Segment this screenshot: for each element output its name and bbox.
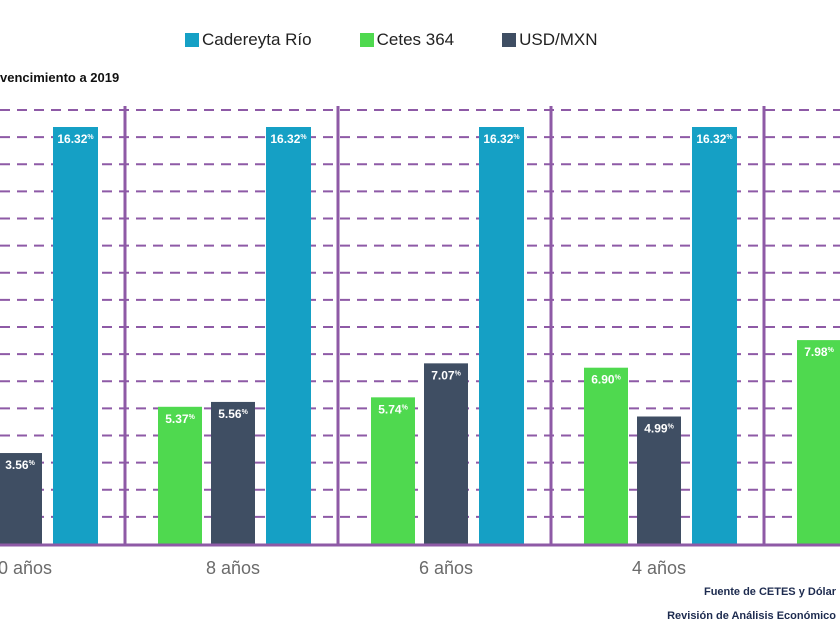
data-label: 16.32% [57,132,94,146]
data-label: 4.99% [644,421,674,435]
data-label: 5.37% [165,412,195,426]
x-tick-label: 4 años [632,558,686,578]
x-tick-label: 6 años [419,558,473,578]
data-label: 16.32% [696,132,733,146]
footer-source: Fuente de CETES y Dólar [703,586,836,598]
data-label: 7.07% [431,368,461,382]
bar-cetes-364 [371,397,415,544]
bar-cetes-364 [158,406,202,544]
bar-cetes-364 [584,367,628,544]
legend-swatch [502,33,517,47]
x-tick-label: 8 años [206,558,260,578]
data-label: 16.32% [270,132,307,146]
footer-credit: Revisión de Análisis Económico [667,610,836,622]
data-label: 5.56% [218,407,248,421]
bar-cadereyta-r-o [266,127,311,544]
x-tick-label: 10 años [0,558,52,578]
legend-label: Cetes 364 [376,30,455,49]
data-label: 7.98% [804,345,834,359]
legend-swatch [185,33,199,47]
bar-usd-mxn [0,453,42,544]
data-label: 16.32% [483,132,520,146]
bar-cetes-364 [797,340,840,544]
bar-usd-mxn [211,401,255,544]
legend-label: USD/MXN [519,30,598,49]
legend-label: Cadereyta Río [202,30,312,49]
legend-item-cetes: Cetes 364 [359,30,455,50]
legend: Cadereyta Río Cetes 364 USD/MXN [185,30,598,50]
legend-swatch [359,33,374,47]
legend-item-usdmxn: USD/MXN [502,30,598,50]
data-label: 5.74% [378,402,408,416]
data-label: 3.56% [5,458,35,472]
bar-usd-mxn [637,416,681,544]
bar-usd-mxn [424,363,468,544]
legend-item-cadereyta: Cadereyta Río [185,30,312,50]
bar-cadereyta-r-o [479,127,524,544]
chart-subtitle: vencimiento a 2019 [0,70,120,85]
data-label: 6.90% [591,373,621,387]
bar-cadereyta-r-o [53,127,98,544]
bar-cadereyta-r-o [692,127,737,544]
